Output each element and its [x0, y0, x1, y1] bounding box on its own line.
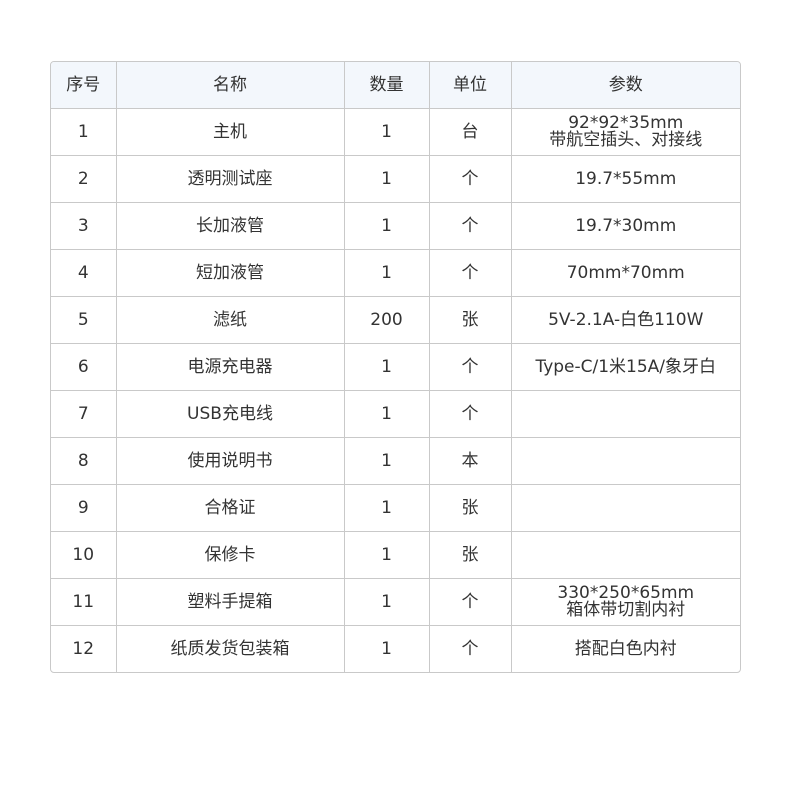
cell-qty: 1	[344, 390, 430, 438]
cell-no: 3	[51, 202, 117, 250]
spec-line: 19.7*55mm	[575, 168, 677, 189]
cell-name: 电源充电器	[116, 343, 345, 391]
cell-spec: Type-C/1米15A/象牙白	[511, 343, 740, 391]
table-row: 6 电源充电器 1 个 Type-C/1米15A/象牙白	[51, 343, 740, 391]
header-qty: 数量	[344, 62, 430, 109]
table-row: 1 主机 1 台 92*92*35mm 带航空插头、对接线	[51, 108, 740, 156]
cell-spec: 70mm*70mm	[511, 249, 740, 297]
spec-line: 92*92*35mm	[568, 113, 684, 133]
cell-spec: 搭配白色内衬	[511, 626, 740, 673]
table-row: 5 滤纸 200 张 5V-2.1A-白色110W	[51, 296, 740, 344]
table-row: 7 USB充电线 1 个	[51, 390, 740, 438]
cell-qty: 1	[344, 531, 430, 579]
cell-unit: 台	[429, 108, 512, 156]
cell-unit: 张	[429, 531, 512, 579]
cell-qty: 1	[344, 343, 430, 391]
cell-unit: 张	[429, 484, 512, 532]
cell-no: 10	[51, 531, 117, 579]
cell-qty: 1	[344, 625, 430, 672]
table-header-row: 序号 名称 数量 单位 参数	[51, 62, 740, 109]
cell-name: 滤纸	[116, 296, 345, 344]
cell-name: 长加液管	[116, 202, 345, 250]
cell-no: 5	[51, 296, 117, 344]
cell-spec: 19.7*30mm	[511, 202, 740, 250]
header-spec: 参数	[511, 62, 740, 109]
cell-no: 6	[51, 343, 117, 391]
cell-qty: 1	[344, 155, 430, 203]
spec-line: Type-C/1米15A/象牙白	[535, 356, 717, 377]
cell-no: 11	[51, 578, 117, 626]
cell-no: 9	[51, 484, 117, 532]
table-row: 8 使用说明书 1 本	[51, 437, 740, 485]
cell-spec	[511, 390, 740, 438]
cell-name: 合格证	[116, 484, 345, 532]
spec-line: 箱体带切割内衬	[566, 600, 686, 620]
cell-unit: 个	[429, 578, 512, 626]
cell-unit: 个	[429, 390, 512, 438]
cell-unit: 个	[429, 202, 512, 250]
table-row: 3 长加液管 1 个 19.7*30mm	[51, 202, 740, 250]
cell-name: 主机	[116, 108, 345, 156]
cell-spec: 5V-2.1A-白色110W	[511, 296, 740, 344]
cell-unit: 个	[429, 343, 512, 391]
cell-unit: 张	[429, 296, 512, 344]
cell-qty: 1	[344, 578, 430, 626]
header-no: 序号	[51, 62, 117, 109]
spec-line: 带航空插头、对接线	[549, 130, 703, 150]
cell-no: 7	[51, 390, 117, 438]
spec-line: 搭配白色内衬	[574, 638, 677, 659]
spec-line: 330*250*65mm	[557, 583, 695, 603]
table-row: 4 短加液管 1 个 70mm*70mm	[51, 249, 740, 297]
table-row: 12 纸质发货包装箱 1 个 搭配白色内衬	[51, 625, 740, 673]
cell-qty: 1	[344, 249, 430, 297]
packing-list-table-container: 序号 名称 数量 单位 参数 1 主机 1 台 92*92*35mm 带航空插头、对接线 2…	[50, 61, 741, 673]
cell-name: 纸质发货包装箱	[116, 625, 345, 672]
cell-no: 2	[51, 155, 117, 203]
header-unit: 单位	[429, 62, 512, 109]
cell-qty: 1	[344, 202, 430, 250]
cell-unit: 个	[429, 625, 512, 672]
cell-spec	[511, 437, 740, 485]
spec-line: 70mm*70mm	[566, 262, 685, 283]
cell-spec	[511, 531, 740, 579]
cell-qty: 1	[344, 108, 430, 156]
cell-name: 塑料手提箱	[116, 578, 345, 626]
cell-spec: 19.7*55mm	[511, 155, 740, 203]
header-name: 名称	[116, 62, 345, 109]
cell-name: USB充电线	[116, 390, 345, 438]
cell-name: 短加液管	[116, 249, 345, 297]
table-row: 2 透明测试座 1 个 19.7*55mm	[51, 155, 740, 203]
packing-list-table: 序号 名称 数量 单位 参数 1 主机 1 台 92*92*35mm 带航空插头、对接线 2…	[51, 62, 740, 672]
table-row: 10 保修卡 1 张	[51, 531, 740, 579]
cell-no: 1	[51, 108, 117, 156]
cell-name: 透明测试座	[116, 155, 345, 203]
cell-unit: 本	[429, 437, 512, 485]
cell-no: 4	[51, 249, 117, 297]
cell-name: 保修卡	[116, 531, 345, 579]
cell-spec: 92*92*35mm 带航空插头、对接线	[511, 108, 740, 156]
cell-qty: 1	[344, 437, 430, 485]
table-row: 9 合格证 1 张	[51, 484, 740, 532]
cell-unit: 个	[429, 155, 512, 203]
cell-no: 8	[51, 437, 117, 485]
cell-spec: 330*250*65mm 箱体带切割内衬	[511, 578, 740, 626]
cell-no: 12	[51, 625, 117, 672]
spec-line: 19.7*30mm	[575, 215, 677, 236]
spec-line: 5V-2.1A-白色110W	[548, 309, 704, 330]
cell-spec	[511, 484, 740, 532]
table-row: 11 塑料手提箱 1 个 330*250*65mm 箱体带切割内衬	[51, 578, 740, 626]
cell-qty: 1	[344, 484, 430, 532]
cell-unit: 个	[429, 249, 512, 297]
cell-qty: 200	[344, 296, 430, 344]
cell-name: 使用说明书	[116, 437, 345, 485]
